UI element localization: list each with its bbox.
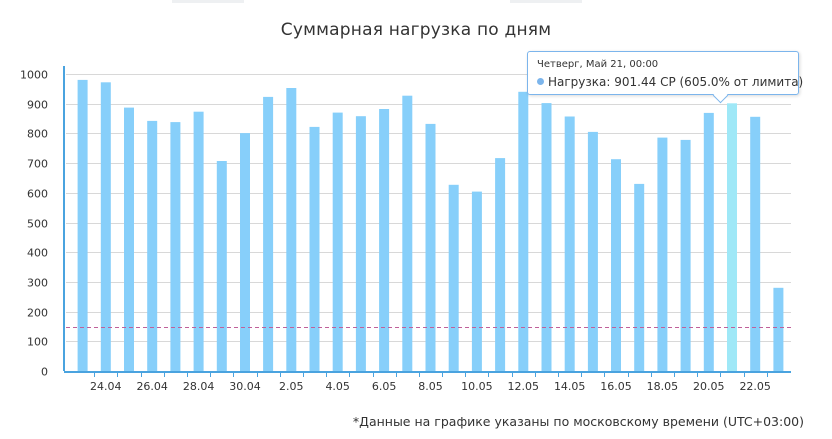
bar (448, 184, 459, 371)
bar (147, 120, 158, 372)
y-tick-label: 800 (27, 128, 48, 141)
x-tick-label: 16.05 (600, 380, 632, 393)
x-tick-label: 18.05 (647, 380, 679, 393)
tooltip-value: 901.44 CP (605.0% от лимита) (614, 75, 804, 89)
y-tick-label: 100 (27, 336, 48, 349)
bar (541, 103, 552, 371)
x-tick-label: 24.04 (90, 380, 122, 393)
series-dot-icon (537, 78, 544, 85)
bar (240, 133, 250, 371)
bar-chart: 0 100 200 300 400 500 600 700 800 900 1000 24.04 26.… (20, 66, 791, 393)
x-tick-label: 28.04 (183, 380, 215, 393)
y-tick-label: 300 (27, 277, 48, 290)
y-tick-label: 1000 (20, 69, 48, 82)
x-tick-label: 14.05 (554, 380, 586, 393)
bar (518, 91, 529, 372)
bar (703, 112, 714, 372)
y-tick-label: 700 (27, 158, 48, 171)
tooltip-series-line: Нагрузка: 901.44 CP (605.0% от лимита) (537, 75, 803, 89)
bar (425, 123, 436, 372)
bar (286, 88, 297, 371)
x-tick-label: 12.05 (508, 380, 540, 393)
bar (216, 161, 227, 371)
tooltip-series-label: Нагрузка: (548, 75, 611, 89)
x-tick-label: 26.04 (136, 380, 168, 393)
chart-tooltip: Четверг, Май 21, 00:00 Нагрузка: 901.44 … (527, 51, 803, 95)
bar (332, 112, 343, 371)
bar (611, 159, 621, 371)
bar (309, 126, 320, 372)
bar (170, 122, 181, 371)
y-tick-label: 500 (27, 218, 48, 231)
bar (402, 95, 413, 371)
bar (100, 82, 111, 372)
bar (495, 158, 506, 371)
bar (680, 139, 691, 371)
tooltip-date: Четверг, Май 21, 00:00 (537, 59, 659, 70)
x-tick-label: 10.05 (461, 380, 493, 393)
y-tick-label: 400 (27, 247, 48, 260)
y-tick-label: 900 (27, 99, 48, 112)
bar (564, 116, 575, 371)
bar (124, 107, 134, 371)
bar (587, 131, 598, 371)
bar (77, 79, 88, 372)
x-tick-label: 20.05 (693, 380, 725, 393)
x-tick-label: 22.05 (739, 380, 771, 393)
bar (750, 116, 761, 371)
bar (773, 287, 784, 371)
chart-footnote: *Данные на графике указаны по московском… (352, 414, 804, 429)
bar (471, 191, 482, 371)
bar (657, 137, 668, 371)
bar (379, 109, 390, 371)
tab-stub-left (172, 0, 244, 3)
y-tick-label: 0 (41, 366, 48, 379)
tab-stub-right (510, 0, 582, 3)
top-tab-strip (0, 0, 832, 4)
bar (193, 111, 204, 371)
bar (355, 116, 366, 371)
bar (634, 183, 645, 371)
x-tick-label: 8.05 (418, 380, 443, 393)
y-tick-label: 600 (27, 188, 48, 201)
x-tick-label: 30.04 (229, 380, 261, 393)
x-tick-label: 6.05 (372, 380, 397, 393)
chart-title: Суммарная нагрузка по дням (280, 20, 552, 40)
bar (263, 96, 274, 372)
x-tick-label: 2.05 (279, 380, 304, 393)
x-tick-label: 4.05 (325, 380, 350, 393)
y-tick-label: 200 (27, 307, 48, 320)
bar (727, 103, 737, 372)
